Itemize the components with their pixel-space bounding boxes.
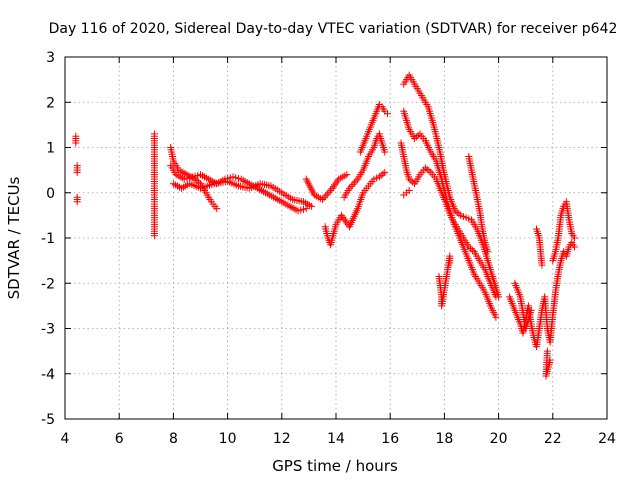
data-point bbox=[425, 167, 433, 175]
x-tick-label: 20 bbox=[490, 431, 508, 447]
data-point bbox=[468, 246, 476, 254]
x-tick-label: 4 bbox=[61, 431, 70, 447]
data-point bbox=[308, 202, 316, 210]
data-point bbox=[492, 293, 500, 301]
data-point bbox=[467, 245, 475, 253]
data-point bbox=[546, 356, 554, 364]
x-tick-label: 8 bbox=[169, 431, 178, 447]
data-point bbox=[453, 208, 461, 216]
data-point bbox=[320, 194, 328, 202]
data-point bbox=[527, 306, 535, 314]
data-point bbox=[412, 133, 420, 141]
data-point bbox=[421, 164, 429, 172]
data-point bbox=[375, 173, 383, 181]
chart-title: Day 116 of 2020, Sidereal Day-to-day VTE… bbox=[49, 21, 618, 37]
x-tick-label: 18 bbox=[435, 431, 453, 447]
data-point bbox=[414, 131, 422, 139]
data-point bbox=[411, 134, 419, 142]
y-tick-label: 1 bbox=[46, 141, 55, 157]
x-tick-label: 22 bbox=[544, 431, 562, 447]
data-point bbox=[405, 186, 413, 194]
x-tick-label: 6 bbox=[115, 431, 124, 447]
x-axis-label: GPS time / hours bbox=[272, 457, 398, 475]
grid bbox=[65, 57, 607, 419]
data-point bbox=[343, 171, 351, 179]
y-tick-label: -3 bbox=[41, 322, 55, 338]
x-tick-label: 16 bbox=[381, 431, 399, 447]
data-point bbox=[325, 188, 333, 196]
data-point bbox=[446, 259, 454, 267]
data-point bbox=[377, 171, 385, 179]
data-point bbox=[405, 175, 413, 183]
y-axis-label: SDTVAR / TECUs bbox=[5, 176, 23, 299]
data-point bbox=[383, 110, 391, 118]
y-tick-label: -5 bbox=[41, 412, 55, 428]
data-point bbox=[213, 205, 221, 213]
data-point bbox=[302, 205, 310, 213]
data-point bbox=[73, 168, 81, 176]
data-point bbox=[381, 168, 389, 176]
data-point bbox=[150, 232, 158, 240]
data-point bbox=[349, 181, 357, 189]
data-point bbox=[347, 182, 355, 190]
x-tick-label: 10 bbox=[219, 431, 237, 447]
data-point bbox=[409, 178, 417, 186]
data-point bbox=[72, 139, 80, 147]
data-points bbox=[72, 71, 578, 380]
y-tick-label: -1 bbox=[41, 231, 55, 247]
data-point bbox=[407, 177, 415, 185]
data-point bbox=[323, 190, 331, 198]
data-point bbox=[538, 261, 546, 269]
data-point bbox=[73, 198, 81, 206]
x-tick-label: 14 bbox=[327, 431, 345, 447]
data-point bbox=[423, 165, 431, 173]
data-point bbox=[193, 177, 201, 185]
data-point bbox=[570, 234, 578, 242]
x-tick-label: 12 bbox=[273, 431, 291, 447]
y-tick-label: -4 bbox=[41, 367, 55, 383]
data-point bbox=[322, 192, 330, 200]
data-point bbox=[318, 196, 326, 204]
data-point bbox=[455, 210, 463, 218]
y-tick-label: 2 bbox=[46, 95, 55, 111]
data-point bbox=[352, 177, 360, 185]
data-point bbox=[570, 243, 578, 251]
data-point bbox=[465, 243, 473, 251]
y-tick-label: 3 bbox=[46, 50, 55, 66]
data-point bbox=[484, 248, 492, 256]
data-point bbox=[346, 184, 354, 192]
data-point bbox=[350, 179, 358, 187]
data-point bbox=[379, 170, 387, 178]
x-tick-label: 24 bbox=[598, 431, 616, 447]
data-point bbox=[381, 148, 389, 156]
data-point bbox=[492, 313, 500, 321]
y-tick-label: -2 bbox=[41, 276, 55, 292]
y-tick-label: 0 bbox=[46, 186, 55, 202]
